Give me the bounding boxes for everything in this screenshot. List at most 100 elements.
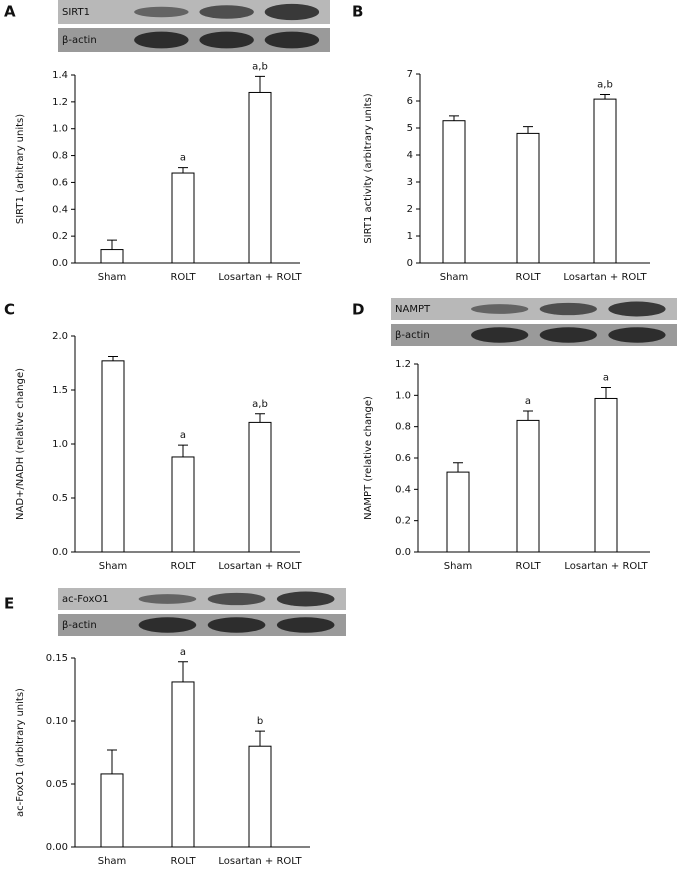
blot-band [608,301,666,317]
panel-letter: B [352,3,363,21]
blot-label: NAMPT [395,304,431,315]
y-axis-label: ac-FoxO1 (arbitrary units) [15,688,26,817]
blot-label: β-actin [62,35,97,46]
y-tick-label: 4 [407,150,413,161]
error-bar [255,413,265,423]
significance-label: a,b [597,80,613,91]
bar [594,397,618,553]
x-tick-label: Sham [440,272,469,283]
blot-band [207,617,266,633]
significance-label: a [180,153,186,164]
significance-label: a,b [252,61,268,72]
bar [516,419,540,553]
y-tick-label: 0.00 [46,842,68,853]
y-tick-label: 5 [407,123,413,134]
y-tick-label: 0.2 [395,516,411,527]
y-tick-label: 0.6 [395,453,411,464]
blot-band [539,302,597,316]
y-tick-label: 6 [407,96,413,107]
y-tick-label: 2.0 [52,331,68,342]
x-tick-label: Losartan + ROLT [218,272,302,283]
blot-band [134,31,189,49]
panel-letter: A [4,3,16,21]
y-tick-label: 0.5 [52,493,68,504]
blot-label: β-actin [395,330,430,341]
y-tick-label: 1.0 [52,124,68,135]
y-tick-label: 0.6 [52,177,68,188]
blot-strip [391,298,677,320]
y-tick-label: 3 [407,177,413,188]
blot-strip [391,324,677,346]
significance-label: a [525,396,531,407]
blot-band [264,3,320,21]
x-tick-label: Losartan + ROLT [218,856,302,867]
blot-band [471,327,529,343]
error-bar [255,730,265,747]
x-tick-label: ROLT [515,561,541,572]
y-axis-label: NAD+/NADH (relative change) [15,368,26,520]
error-bar [601,387,611,399]
y-tick-label: 0 [407,258,413,269]
blot-band [199,31,254,49]
bar [248,421,272,553]
y-tick-label: 0.05 [46,779,68,790]
y-tick-label: 0.10 [46,716,68,727]
y-tick-label: 7 [407,69,413,80]
blot-band [134,6,189,18]
error-bar [255,75,265,93]
blot-band [276,617,335,633]
error-bar [108,356,118,361]
y-tick-label: 1.0 [395,390,411,401]
panel-letter: D [352,301,364,319]
y-tick-label: 1 [407,231,413,242]
error-bar [600,94,610,100]
y-axis-label: NAMPT (relative change) [363,396,374,520]
bar [171,681,195,848]
y-tick-label: 1.0 [52,439,68,450]
y-tick-label: 0.0 [395,547,411,558]
error-bar [449,115,459,121]
y-axis-label: SIRT1 activity (arbitrary units) [363,93,374,243]
blot-band [471,304,529,314]
blot-strip [58,614,346,636]
significance-label: a [180,430,186,441]
x-tick-label: ROLT [170,272,196,283]
error-bar [178,167,188,174]
y-tick-label: 0.8 [52,151,68,162]
blot-band [539,327,597,343]
blot-band [199,5,254,19]
blot-band [608,327,666,343]
blot-label: ac-FoxO1 [62,594,109,605]
bar [446,471,470,553]
bar [171,172,195,264]
x-tick-label: ROLT [515,272,541,283]
blot-band [138,617,197,633]
bar [248,91,272,264]
significance-label: a [603,373,609,384]
error-bar [453,462,463,473]
blot-band [138,594,197,604]
panel-letter: C [4,301,15,319]
x-tick-label: Losartan + ROLT [218,561,302,572]
bar [101,360,125,553]
x-tick-label: Sham [98,856,127,867]
y-tick-label: 0.2 [52,231,68,242]
x-tick-label: Losartan + ROLT [563,272,647,283]
y-tick-label: 0.4 [52,204,68,215]
blot-label: β-actin [62,620,97,631]
y-tick-label: 2 [407,204,413,215]
y-tick-label: 0.8 [395,422,411,433]
blot-band [264,31,320,49]
panel-letter: E [4,595,14,613]
bar [171,456,195,553]
blot-band [276,591,335,607]
y-tick-label: 1.2 [395,359,411,370]
error-bar [107,749,117,774]
x-tick-label: ROLT [170,561,196,572]
y-tick-label: 1.2 [52,97,68,108]
y-tick-label: 0.4 [395,484,411,495]
x-tick-label: Sham [98,272,127,283]
y-tick-label: 0.15 [46,653,68,664]
bar [593,98,617,264]
